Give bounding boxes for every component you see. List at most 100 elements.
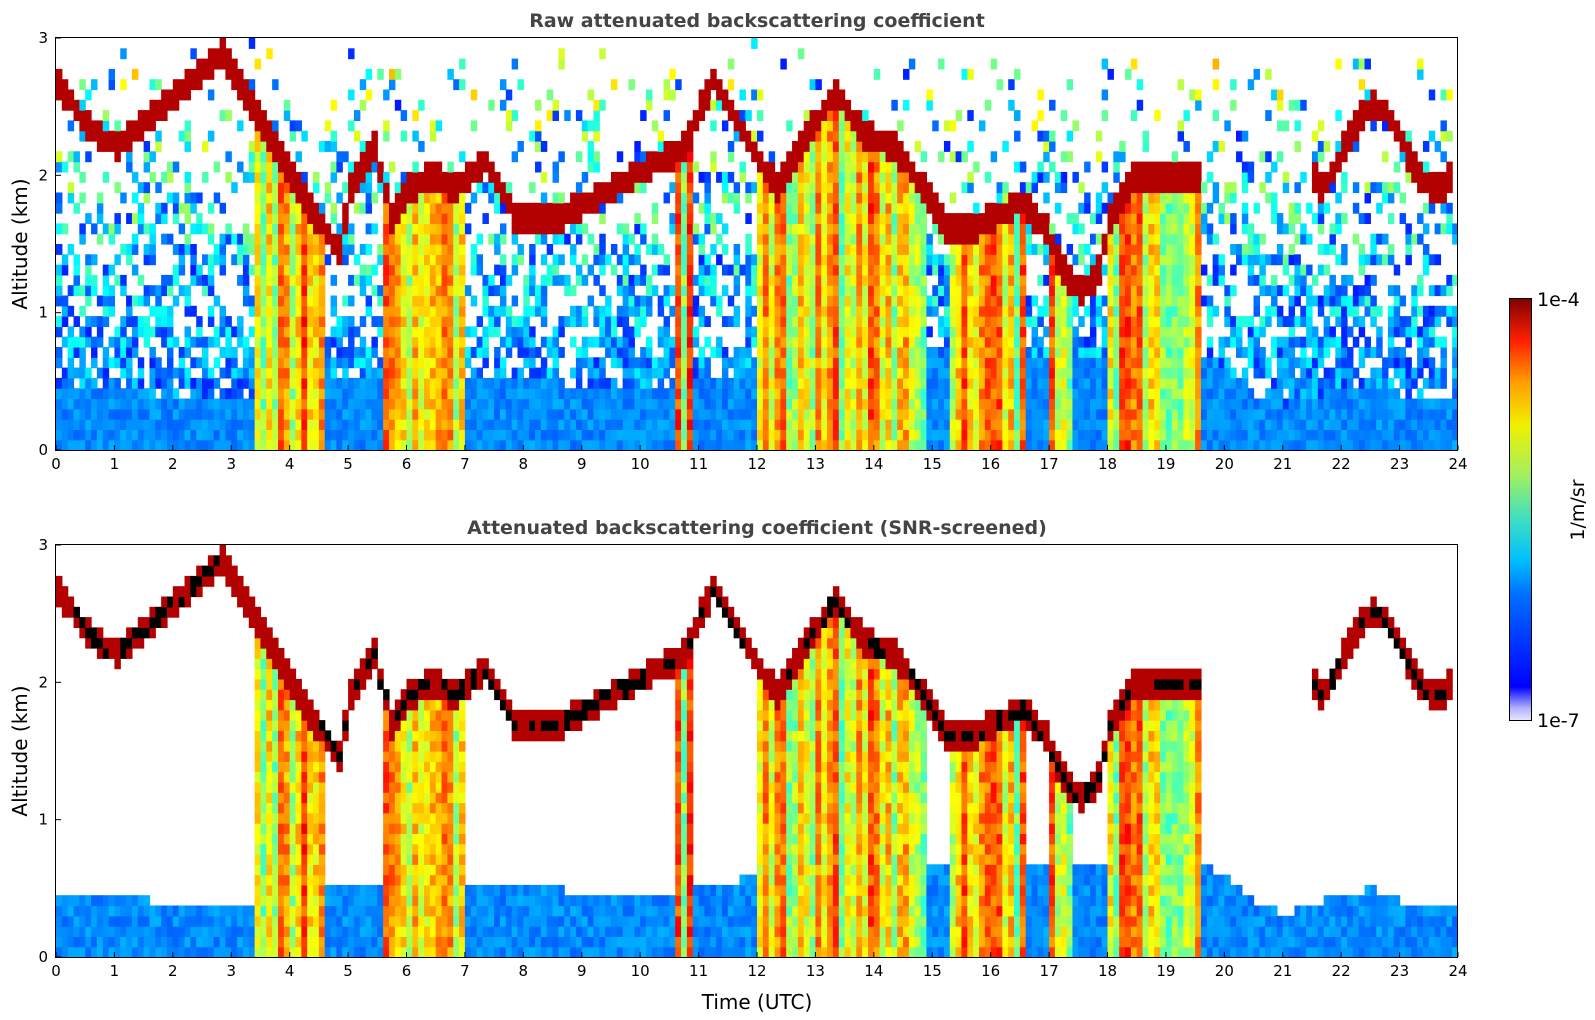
heatmap-cell (815, 285, 822, 297)
heatmap-cell (254, 429, 262, 441)
heatmap-cell (908, 398, 916, 410)
heatmap-cell (827, 285, 834, 297)
heatmap-cell (295, 439, 302, 450)
heatmap-cell (523, 398, 530, 410)
heatmap-cell (1148, 367, 1155, 379)
heatmap-cell (499, 223, 507, 235)
heatmap-cell (605, 398, 612, 410)
heatmap-cell (172, 89, 180, 101)
heatmap-cell (797, 213, 805, 224)
heatmap-cell (844, 429, 852, 441)
heatmap-cell (85, 429, 92, 441)
heatmap-cell (721, 429, 729, 441)
heatmap-cell (1189, 347, 1196, 358)
heatmap-cell (926, 192, 933, 204)
heatmap-cell (599, 264, 606, 276)
heatmap-cell (663, 161, 670, 173)
heatmap-cell (733, 182, 741, 194)
heatmap-cell (867, 408, 875, 420)
heatmap-cell (447, 264, 454, 276)
heatmap-cell (254, 274, 262, 286)
heatmap-cell (441, 264, 448, 276)
heatmap-cell (885, 161, 892, 173)
heatmap-cell (792, 367, 799, 379)
heatmap-cell (961, 295, 968, 307)
heatmap-cell (903, 347, 910, 358)
heatmap-cell (961, 398, 968, 410)
heatmap-cell (1125, 367, 1132, 379)
heatmap-cell (686, 408, 694, 420)
heatmap-cell (318, 254, 326, 266)
heatmap-cell (780, 202, 787, 214)
heatmap-cell (406, 336, 413, 348)
heatmap-cell (277, 182, 285, 194)
heatmap-cell (891, 161, 898, 173)
heatmap-cell (272, 357, 279, 369)
heatmap-cell (447, 388, 454, 400)
heatmap-cell (663, 295, 670, 307)
heatmap-cell (388, 357, 396, 369)
heatmap-cell (903, 377, 910, 389)
heatmap-cell (721, 171, 729, 183)
heatmap-cell (1142, 161, 1149, 173)
heatmap-cell (1043, 151, 1050, 163)
heatmap-cell (482, 357, 489, 369)
heatmap-cell (237, 274, 244, 286)
heatmap-cell (435, 295, 443, 307)
heatmap-cell (1212, 408, 1220, 420)
heatmap-cell (821, 120, 828, 132)
heatmap-cell (780, 429, 787, 441)
heatmap-cell (1101, 326, 1109, 338)
heatmap-cell (1025, 305, 1033, 317)
heatmap-cell (570, 254, 577, 266)
heatmap-cell (1142, 192, 1149, 204)
heatmap-cell (1101, 336, 1109, 348)
heatmap-cell (651, 398, 659, 410)
heatmap-cell (663, 408, 670, 420)
heatmap-cell (1054, 398, 1062, 410)
heatmap-cell (248, 357, 256, 369)
heatmap-cell (96, 141, 104, 152)
heatmap-cell (727, 171, 735, 183)
heatmap-cell (114, 130, 121, 142)
heatmap-cell (219, 419, 227, 430)
heatmap-cell (388, 285, 396, 297)
heatmap-cell (371, 408, 378, 420)
heatmap-cell (675, 161, 682, 173)
heatmap-cell (973, 398, 980, 410)
heatmap-cell (91, 79, 98, 91)
heatmap-cell (809, 305, 817, 317)
heatmap-cell (283, 264, 291, 276)
heatmap-cell (885, 130, 892, 142)
heatmap-cell (844, 254, 852, 266)
heatmap-cell (1054, 429, 1062, 441)
heatmap-cell (1130, 408, 1138, 420)
heatmap-cell (768, 388, 776, 400)
heatmap-cell (792, 264, 799, 276)
heatmap-cell (1084, 192, 1091, 204)
heatmap-cell (301, 192, 308, 204)
heatmap-cell (587, 120, 595, 132)
heatmap-cell (535, 120, 542, 132)
heatmap-cell (231, 388, 238, 400)
heatmap-cell (546, 367, 554, 379)
heatmap-cell (780, 264, 787, 276)
heatmap-cell (91, 316, 98, 327)
heatmap-cell (675, 316, 682, 327)
heatmap-cell (838, 326, 846, 338)
heatmap-cell (1008, 408, 1015, 420)
heatmap-cell (476, 316, 484, 327)
heatmap-cell (1142, 254, 1149, 266)
heatmap-cell (762, 285, 770, 297)
heatmap-cell (1189, 233, 1196, 245)
heatmap-cell (686, 316, 694, 327)
heatmap-cell (1072, 295, 1079, 307)
heatmap-cell (1136, 161, 1144, 173)
heatmap-cell (441, 192, 448, 204)
heatmap-cell (646, 357, 653, 369)
heatmap-cell (827, 398, 834, 410)
heatmap-cell (73, 388, 80, 400)
heatmap-cell (371, 367, 378, 379)
heatmap-cell (850, 408, 857, 420)
heatmap-cell (856, 130, 863, 142)
